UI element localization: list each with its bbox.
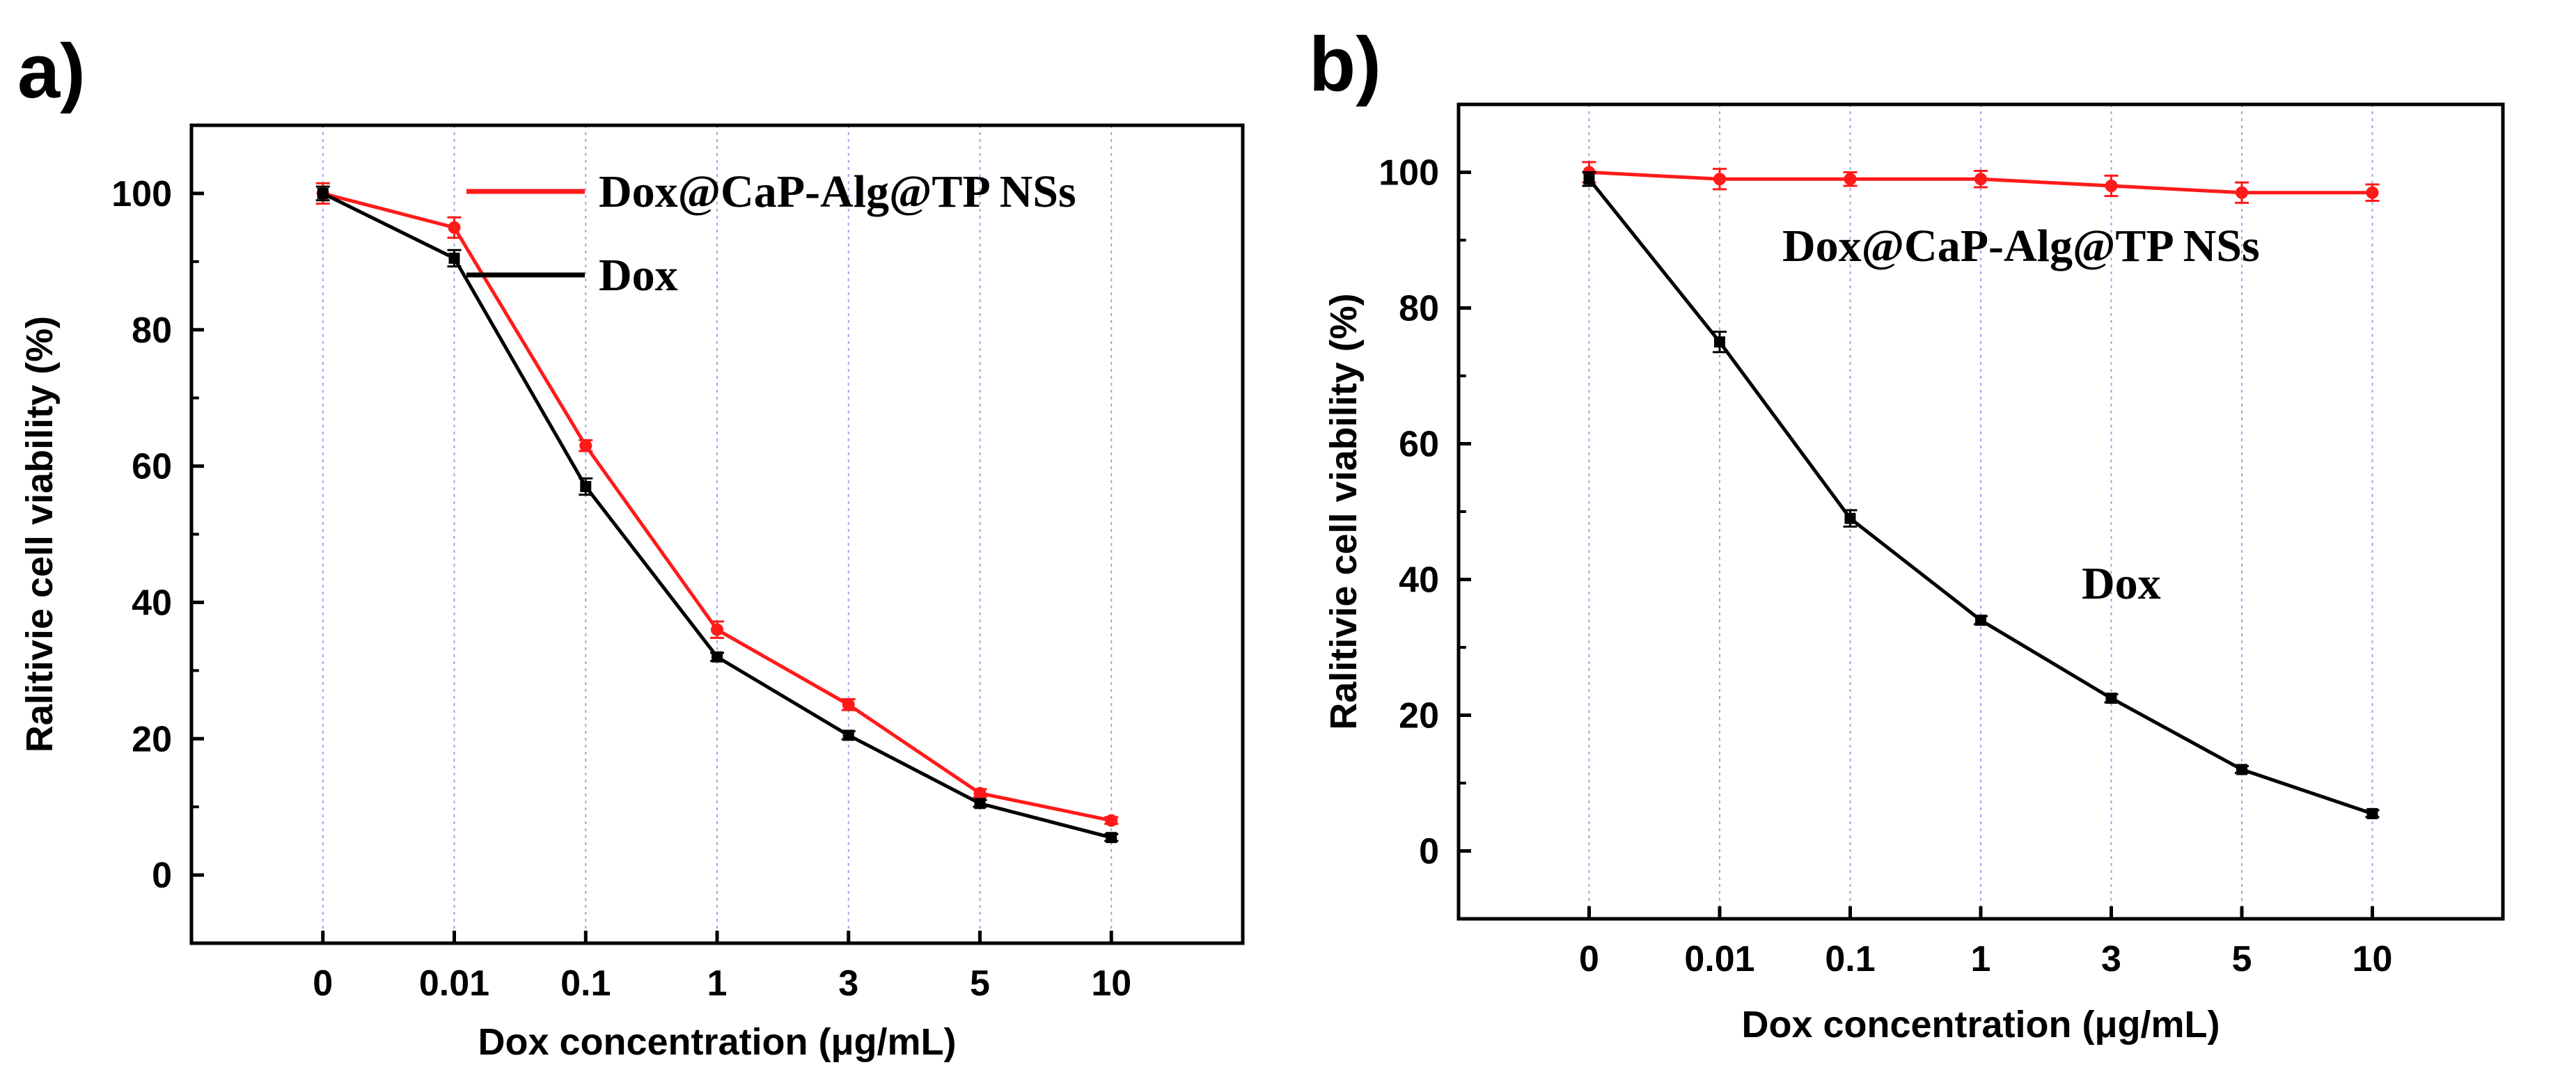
x-axis-title: Dox concentration (μg/mL) [478, 1021, 956, 1063]
data-point [448, 252, 460, 264]
y-tick-label: 60 [1399, 425, 1439, 465]
data-point [2105, 180, 2118, 192]
data-point [711, 623, 723, 636]
chart-panel-1: b) 0 20 40 60 80 100 0 0.01 0.1 1 3 5 10 Dox concentra… [1309, 22, 2505, 1046]
data-point [1844, 173, 1857, 186]
panel-label: a) [17, 29, 86, 114]
data-point [448, 221, 461, 234]
data-point [1974, 173, 1987, 186]
y-axis-title: Ralitivie cell viability (%) [19, 316, 61, 752]
series-1 [315, 185, 1119, 844]
plot-frame [189, 123, 1245, 945]
y-axis-title: Ralitivie cell viability (%) [1323, 293, 1365, 729]
data-point [2236, 764, 2247, 775]
y-tick-label: 60 [132, 447, 172, 487]
panel-label: b) [1309, 22, 1381, 107]
y-tick-label: 80 [1399, 289, 1439, 329]
x-tick-label: 0 [313, 963, 333, 1004]
data-point [1714, 336, 1725, 348]
x-tick-label: 0 [1579, 939, 1599, 979]
data-point [579, 439, 592, 452]
data-point [580, 480, 592, 492]
data-point [2366, 186, 2379, 199]
x-tick-label: 0.01 [1684, 939, 1754, 979]
annotation-label: Dox@CaP-Alg@TP NSs [1782, 221, 2260, 271]
x-tick-label: 0.1 [560, 963, 611, 1004]
series-1 [1582, 171, 2380, 819]
x-axis-title: Dox concentration (μg/mL) [1741, 1004, 2220, 1046]
data-point [2366, 807, 2378, 819]
data-point [317, 187, 329, 199]
data-point [973, 787, 987, 800]
y-tick-label: 80 [132, 310, 172, 351]
y-tick-label: 40 [132, 583, 172, 623]
x-tick-label: 10 [2353, 939, 2393, 979]
data-point [1105, 814, 1118, 827]
legend: Dox@CaP-Alg@TP NSs Dox [466, 166, 1076, 301]
data-point [1106, 832, 1117, 844]
y-tick-label: 100 [111, 174, 172, 214]
x-tick-label: 3 [2101, 939, 2121, 979]
y-tick-label: 100 [1379, 153, 1439, 194]
y-tick-label: 40 [1399, 560, 1439, 601]
x-tick-label: 1 [1971, 939, 1991, 979]
chart-panel-0: a) 0 20 40 60 80 100 0 0.01 0.1 1 3 5 10 Dox concentra… [17, 29, 1245, 1063]
annotation-label: Dox [2082, 558, 2161, 609]
data-point [1844, 512, 1856, 524]
x-tick-label: 3 [838, 963, 858, 1004]
y-tick-label: 0 [1419, 832, 1439, 872]
y-tick-label: 20 [1399, 696, 1439, 736]
x-tick-label: 1 [707, 963, 728, 1004]
data-point [842, 698, 855, 711]
legend-label: Dox@CaP-Alg@TP NSs [599, 166, 1076, 217]
x-tick-label: 0.1 [1825, 939, 1875, 979]
data-point [974, 798, 986, 810]
x-tick-label: 10 [1091, 963, 1131, 1004]
data-point [1583, 173, 1595, 185]
y-tick-label: 20 [132, 719, 172, 759]
data-point [2105, 693, 2117, 704]
data-point [842, 729, 854, 741]
legend-label: Dox [599, 250, 678, 301]
data-point [2236, 186, 2248, 199]
x-tick-label: 5 [970, 963, 990, 1004]
y-tick-label: 0 [152, 855, 172, 896]
x-tick-label: 5 [2232, 939, 2252, 979]
data-point [1713, 173, 1726, 186]
data-point [712, 651, 723, 663]
data-point [1975, 615, 1986, 626]
x-tick-label: 0.01 [419, 963, 489, 1004]
